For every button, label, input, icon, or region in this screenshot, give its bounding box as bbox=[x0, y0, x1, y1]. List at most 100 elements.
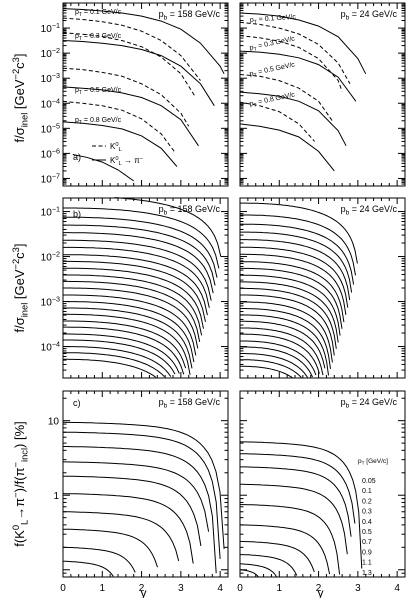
panel-a-curve bbox=[239, 123, 335, 172]
panel-c-curve-24 bbox=[239, 504, 341, 575]
panel-b-curve-24 bbox=[240, 274, 341, 336]
panel-c-curve-24 bbox=[240, 524, 331, 575]
panel-a-curve bbox=[62, 121, 178, 167]
panel-a-y-axis-label: f/σinel [GeV−2c3] bbox=[11, 53, 29, 142]
panel-b-curve-158 bbox=[63, 232, 214, 294]
panel-b-curve-24 bbox=[240, 246, 349, 308]
panel-a-pt-label: pT = 0.1 GeV/c bbox=[250, 14, 297, 26]
panel-b-curve-158 bbox=[63, 352, 165, 378]
panel-a-y-tick-label: 10−5 bbox=[41, 121, 60, 135]
legend-k0l-pi-label: K0L → π− bbox=[110, 156, 144, 167]
panel-b-curve-158 bbox=[63, 326, 185, 375]
panel-c-legend-pt-value: 0.3 bbox=[362, 509, 372, 516]
panel-a-y-tick-label: 10−4 bbox=[41, 96, 60, 110]
panel-a-curve bbox=[239, 50, 357, 102]
panel-b-y-tick-label: 10−3 bbox=[41, 295, 60, 309]
panel-c-y-tick-label: 1 bbox=[53, 491, 59, 502]
panel-a-curve bbox=[62, 17, 201, 81]
panel-a-curve bbox=[72, 154, 134, 182]
panel-b-curve-158 bbox=[63, 320, 187, 369]
panel-c-curve-158 bbox=[63, 431, 221, 559]
panel-c-curve-158 bbox=[62, 546, 136, 573]
panel-c-curve-158 bbox=[63, 511, 180, 562]
panel-b-beam-label-24: pb = 24 GeV/c bbox=[341, 204, 398, 216]
panel-b-curve-24 bbox=[240, 202, 358, 264]
x-tick-label: 4 bbox=[217, 583, 223, 594]
panel-a-curve bbox=[239, 101, 315, 142]
panel-b-y-tick-label: 10−4 bbox=[41, 340, 60, 354]
panel-b-y-tick-label: 10−1 bbox=[41, 205, 60, 219]
panel-c-letter: c) bbox=[73, 398, 81, 408]
panel-a-curve bbox=[239, 74, 333, 122]
panel-c-legend-pt-value: 0.4 bbox=[362, 519, 372, 526]
panel-a-curve bbox=[239, 35, 343, 92]
panel-a-right-frame bbox=[239, 2, 406, 187]
panel-c-legend-pt-value: 0.5 bbox=[362, 529, 372, 536]
x-tick-label: 2 bbox=[316, 583, 322, 594]
panel-c-curve-158 bbox=[63, 475, 202, 547]
panel-c-legend-pt-value: 0.9 bbox=[362, 549, 372, 556]
panel-b-curve-24 bbox=[240, 267, 343, 329]
panel-b-curve-24 bbox=[240, 253, 347, 315]
panel-b-curve-158 bbox=[63, 287, 199, 349]
panel-a-curve bbox=[62, 40, 215, 106]
panel-a-pt-label: pT = 0.8 GeV/c bbox=[75, 117, 122, 126]
panel-c-legend-pt-value: 1.1 bbox=[362, 560, 372, 567]
panel-b-curve-158 bbox=[63, 333, 180, 374]
panel-b-curve-158 bbox=[63, 224, 216, 286]
panel-b-curve-158 bbox=[63, 339, 176, 375]
panel-b-curve-24 bbox=[240, 231, 353, 293]
panel-c-curve-24 bbox=[239, 540, 315, 573]
panel-b-curve-158 bbox=[63, 239, 212, 301]
panel-c-curve-158 bbox=[63, 461, 210, 532]
panel-b-curve-158 bbox=[63, 246, 210, 308]
panel-a-y-tick-label: 10−1 bbox=[41, 21, 60, 35]
panel-a-curve bbox=[62, 100, 176, 153]
panel-a-curve bbox=[62, 67, 190, 127]
panel-b-letter: b) bbox=[73, 209, 81, 219]
panel-c-legend-title: pT [GeV/c] bbox=[358, 458, 388, 466]
panel-a-pt-label: pT = 0.5 GeV/c bbox=[249, 61, 296, 79]
x-tick-label: 3 bbox=[355, 583, 361, 594]
panel-a-pt-label: pT = 0.1 GeV/c bbox=[75, 9, 122, 18]
panel-c-curve-24 bbox=[240, 554, 298, 576]
panel-b-curve-158 bbox=[63, 267, 204, 329]
panel-c-beam-label-158: pb = 158 GeV/c bbox=[159, 397, 221, 409]
panel-b-curve-24 bbox=[240, 365, 293, 379]
panel-b-curve-24 bbox=[240, 340, 317, 376]
panel-c-legend-pt-value: 0.2 bbox=[362, 498, 372, 505]
x-tick-label: 2 bbox=[139, 583, 145, 594]
panel-b-curve-24 bbox=[240, 294, 335, 356]
panel-b-curve-158 bbox=[63, 280, 201, 343]
panel-b-curve-158 bbox=[63, 207, 220, 269]
panel-b-curve-24 bbox=[240, 281, 339, 343]
panel-b-curve-24 bbox=[240, 314, 329, 376]
panel-b-curve-24 bbox=[240, 223, 355, 285]
panel-a-pt-label: pT = 0.5 GeV/c bbox=[75, 87, 122, 96]
panel-b-curve-158 bbox=[63, 313, 191, 375]
panel-c-y-tick-label: 10 bbox=[48, 417, 60, 428]
panel-a-curve bbox=[239, 91, 347, 147]
panel-c-curve-24 bbox=[240, 483, 348, 555]
panel-b-curve-158 bbox=[63, 254, 208, 316]
panel-b-curve-158 bbox=[63, 346, 172, 377]
legend-k0l-label: K0L bbox=[110, 142, 122, 153]
panel-a-y-tick-label: 10−2 bbox=[41, 46, 60, 60]
panel-c-curve-158 bbox=[62, 493, 194, 564]
panel-b-curve-158 bbox=[63, 216, 218, 278]
panel-a-curve bbox=[239, 12, 367, 75]
panel-b-beam-label-158: pb = 158 GeV/c bbox=[159, 204, 221, 216]
panel-b-curve-24 bbox=[240, 261, 345, 323]
panel-a-left-frame bbox=[62, 2, 229, 187]
panel-c-legend-pt-value: 0.7 bbox=[362, 539, 372, 546]
panel-a-curve bbox=[62, 8, 225, 75]
panel-c-curve-24 bbox=[239, 453, 356, 524]
panel-a-pt-label: pT = 0.3 GeV/c bbox=[75, 33, 122, 42]
panel-a-curve bbox=[239, 21, 351, 85]
panel-a-curve bbox=[62, 86, 199, 147]
panel-b-curve-24 bbox=[240, 287, 337, 349]
panel-c-legend-pt-value: 0.1 bbox=[362, 488, 372, 495]
panel-a-y-tick-label: 10−6 bbox=[41, 146, 60, 160]
panel-c-left-frame bbox=[62, 390, 229, 578]
